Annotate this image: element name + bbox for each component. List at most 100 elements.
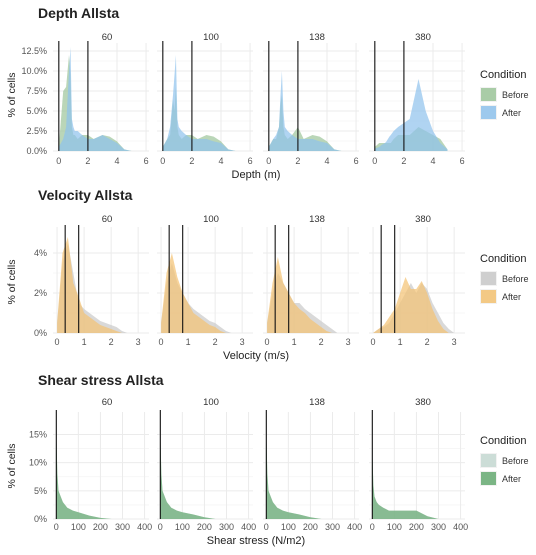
x-tick-label: 300 xyxy=(325,522,340,532)
legend-key-after xyxy=(481,106,496,119)
area-after xyxy=(58,47,132,151)
area-after xyxy=(374,79,448,151)
x-tick-label: 400 xyxy=(137,522,152,532)
x-tick-label: 3 xyxy=(136,337,141,347)
facet-label: 138 xyxy=(309,397,325,408)
y-tick-label: 0% xyxy=(34,514,47,524)
x-tick-label: 3 xyxy=(346,337,351,347)
chart-shear-stress-allsta: Shear stress Allsta 60 0 100 200 300 400 100 0 10… xyxy=(6,372,529,547)
chart-title: Velocity Allsta xyxy=(38,187,133,203)
x-tick-label: 4 xyxy=(430,156,435,166)
x-tick-label: 1 xyxy=(292,337,297,347)
y-tick-label: 2.5% xyxy=(26,126,47,136)
x-tick-label: 0 xyxy=(266,156,271,166)
x-tick-label: 400 xyxy=(453,522,468,532)
legend-key-before xyxy=(481,272,496,285)
x-tick-label: 0 xyxy=(56,156,61,166)
legend-label: After xyxy=(502,474,521,484)
legend-key-after xyxy=(481,472,496,485)
x-axis-label: Velocity (m/s) xyxy=(223,350,289,362)
x-tick-label: 0 xyxy=(159,337,164,347)
x-tick-label: 0 xyxy=(371,337,376,347)
facet-label: 100 xyxy=(203,214,219,225)
legend: Condition Before After xyxy=(480,435,529,486)
x-tick-label: 4 xyxy=(114,156,119,166)
chart-title: Shear stress Allsta xyxy=(38,372,164,388)
x-tick-label: 0 xyxy=(55,337,60,347)
x-tick-label: 300 xyxy=(115,522,130,532)
legend-key-before xyxy=(481,88,496,101)
facet-label: 60 xyxy=(102,214,113,225)
area-after xyxy=(162,55,236,151)
facet-panel-138: 138 0 2 4 6 xyxy=(263,32,359,166)
x-tick-label: 300 xyxy=(219,522,234,532)
facet-panel-380: 380 0 1 2 3 xyxy=(369,214,465,347)
legend-key-before xyxy=(481,454,496,467)
x-tick-label: 200 xyxy=(303,522,318,532)
x-tick-label: 4 xyxy=(324,156,329,166)
y-axis-label: % of cells xyxy=(6,73,18,118)
x-tick-label: 1 xyxy=(398,337,403,347)
facet-panel-60: 60 0 1 2 3 xyxy=(53,214,149,347)
facet-label: 380 xyxy=(415,397,431,408)
y-tick-label: 10% xyxy=(29,458,47,468)
x-tick-label: 200 xyxy=(197,522,212,532)
y-tick-label: 10.0% xyxy=(21,66,47,76)
area-after xyxy=(373,277,455,333)
legend-key-after xyxy=(481,290,496,303)
x-axis-label: Shear stress (N/m2) xyxy=(207,535,305,547)
x-tick-label: 200 xyxy=(409,522,424,532)
x-tick-label: 1 xyxy=(82,337,87,347)
x-tick-label: 0 xyxy=(54,522,59,532)
legend: Condition Before After xyxy=(480,253,529,304)
grid xyxy=(369,412,465,520)
grid xyxy=(263,412,359,520)
area-after xyxy=(160,434,227,519)
chart-title: Depth Allsta xyxy=(38,5,119,21)
x-tick-label: 100 xyxy=(175,522,190,532)
x-tick-label: 4 xyxy=(218,156,223,166)
x-tick-label: 2 xyxy=(189,156,194,166)
facet-label: 100 xyxy=(203,32,219,43)
legend-title: Condition xyxy=(480,69,526,81)
x-tick-label: 3 xyxy=(240,337,245,347)
x-tick-label: 2 xyxy=(213,337,218,347)
x-tick-label: 400 xyxy=(347,522,362,532)
x-tick-label: 2 xyxy=(319,337,324,347)
facet-panel-380: 380 0 100 200 300 400 xyxy=(369,397,468,532)
facet-label: 380 xyxy=(415,214,431,225)
x-tick-label: 0 xyxy=(158,522,163,532)
x-tick-label: 2 xyxy=(401,156,406,166)
x-tick-label: 100 xyxy=(387,522,402,532)
y-tick-label: 12.5% xyxy=(21,46,47,56)
facet-label: 380 xyxy=(415,32,431,43)
y-axis-label: % of cells xyxy=(6,260,18,305)
y-tick-label: 5.0% xyxy=(26,106,47,116)
legend-title: Condition xyxy=(480,253,526,265)
legend-label: Before xyxy=(502,456,529,466)
facet-label: 60 xyxy=(102,397,113,408)
x-tick-label: 0 xyxy=(160,156,165,166)
x-tick-label: 0 xyxy=(370,522,375,532)
area-after xyxy=(56,434,123,519)
y-tick-label: 15% xyxy=(29,430,47,440)
facet-panel-100: 100 0 1 2 3 xyxy=(157,214,253,347)
area-after xyxy=(161,253,243,333)
x-tick-label: 200 xyxy=(93,522,108,532)
x-tick-label: 100 xyxy=(71,522,86,532)
facet-panel-100: 100 0 100 200 300 400 xyxy=(157,397,256,532)
x-tick-label: 300 xyxy=(431,522,446,532)
x-tick-label: 6 xyxy=(144,156,149,166)
x-tick-label: 2 xyxy=(85,156,90,166)
x-tick-label: 2 xyxy=(109,337,114,347)
x-tick-label: 2 xyxy=(295,156,300,166)
facet-label: 138 xyxy=(309,32,325,43)
facet-label: 138 xyxy=(309,214,325,225)
facet-panel-138: 138 0 1 2 3 xyxy=(263,214,359,347)
legend-label: Before xyxy=(502,90,529,100)
facet-panel-60: 60 0 2 4 6 xyxy=(53,32,149,166)
x-tick-label: 6 xyxy=(248,156,253,166)
facet-panel-380: 380 0 2 4 6 xyxy=(369,32,465,166)
facet-panel-100: 100 0 2 4 6 xyxy=(157,32,253,166)
